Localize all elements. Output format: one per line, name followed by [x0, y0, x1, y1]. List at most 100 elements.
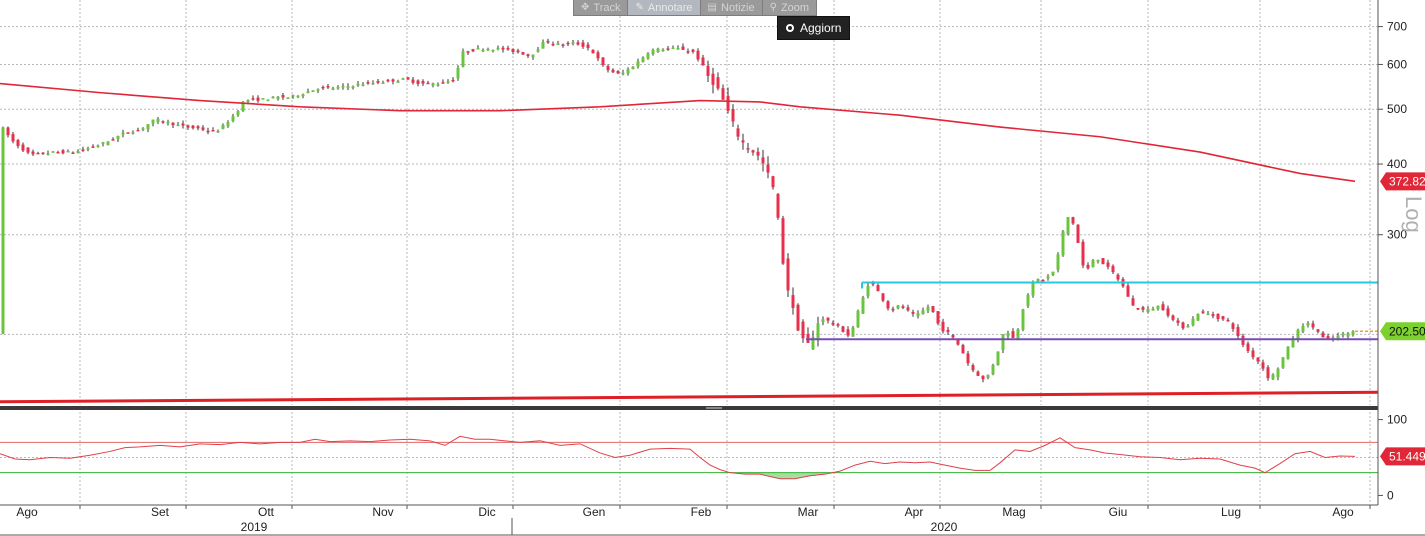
candle-body	[1276, 368, 1280, 378]
candle-body	[201, 127, 205, 130]
candle	[1301, 323, 1305, 334]
candle-body	[466, 51, 470, 53]
candle-body	[1061, 231, 1065, 256]
candle	[321, 85, 325, 91]
candle-body	[1056, 254, 1060, 270]
candle	[346, 83, 350, 91]
candle-body	[1221, 316, 1225, 320]
candle-body	[971, 365, 975, 371]
chart-toolbar: ✥ Track ✎ Annotare ▤ Notizie ⚲ Zoom	[573, 0, 818, 16]
candle-body	[561, 44, 565, 46]
candle	[401, 77, 405, 80]
candle	[331, 86, 335, 91]
candle	[1091, 258, 1095, 268]
candle	[501, 45, 505, 53]
candle-body	[696, 50, 700, 60]
candle-body	[296, 95, 300, 98]
candle	[391, 78, 395, 85]
toolbar-label: Track	[593, 1, 621, 14]
candle-body	[1116, 274, 1120, 280]
candle-body	[511, 48, 515, 52]
candle	[646, 52, 650, 60]
candle	[801, 319, 805, 343]
candle-body	[1251, 350, 1255, 358]
candle-body	[1026, 294, 1030, 307]
candle-body	[856, 310, 860, 328]
candle-body	[176, 124, 180, 127]
candle	[991, 363, 995, 376]
candle	[631, 66, 635, 70]
candle	[1346, 332, 1350, 340]
candle-body	[1131, 298, 1135, 306]
candle-body	[881, 293, 885, 301]
toolbar-track-button[interactable]: ✥ Track	[574, 0, 629, 15]
candle	[986, 374, 990, 380]
candle	[611, 68, 615, 74]
candle	[276, 96, 280, 101]
candle	[806, 327, 810, 343]
price-axis-label: 300	[1387, 228, 1407, 242]
candle-body	[266, 99, 270, 102]
candle	[661, 48, 665, 52]
price-axis-label: 500	[1387, 102, 1407, 116]
candle	[1056, 252, 1060, 273]
candle-body	[196, 126, 200, 129]
candle-body	[611, 69, 615, 73]
candle	[1261, 359, 1265, 371]
candle	[31, 149, 35, 156]
candle	[1021, 308, 1025, 332]
candle	[786, 253, 790, 298]
rsi-line	[0, 435, 1356, 480]
toolbar-notizie-button[interactable]: ▤ Notizie	[701, 0, 763, 15]
month-label: Nov	[372, 505, 393, 519]
toolbar-annotare-button[interactable]: ✎ Annotare	[628, 0, 701, 15]
candle	[581, 39, 585, 49]
candle-body	[1041, 279, 1045, 282]
candle-body	[416, 80, 420, 85]
candle	[61, 149, 65, 155]
month-label: Ago	[1332, 505, 1354, 519]
candle	[956, 339, 960, 346]
candle	[1201, 309, 1205, 315]
candle	[996, 351, 1000, 366]
candle	[286, 97, 290, 99]
candle	[621, 69, 625, 76]
candle-body	[936, 311, 940, 324]
candle-body	[656, 48, 660, 52]
candle-body	[546, 40, 550, 43]
candle	[491, 49, 495, 53]
candle-body	[461, 51, 465, 67]
candle-body	[151, 119, 155, 124]
candle-body	[1156, 305, 1160, 309]
candle	[1296, 328, 1300, 343]
candle	[1191, 316, 1195, 327]
candle	[826, 317, 830, 324]
candle	[1236, 324, 1240, 339]
toolbar-zoom-button[interactable]: ⚲ Zoom	[763, 0, 816, 15]
candle	[551, 41, 555, 47]
candle-body	[646, 53, 650, 59]
candle-body	[816, 323, 820, 341]
candle	[686, 48, 690, 54]
candle	[1016, 328, 1020, 341]
candle-body	[686, 51, 690, 53]
candle-body	[681, 46, 685, 50]
candle	[36, 151, 40, 155]
candle-body	[896, 305, 900, 309]
candle	[111, 137, 115, 141]
candle-body	[861, 297, 865, 314]
candle	[706, 60, 710, 82]
crosshair-icon: ✥	[581, 2, 590, 13]
candle-body	[556, 43, 560, 45]
price-axis: 300 400 500 600 700 0 100	[1378, 20, 1407, 502]
candle	[336, 84, 340, 90]
candle	[26, 147, 30, 155]
candle	[926, 304, 930, 314]
candle-body	[1081, 241, 1085, 266]
candle-body	[231, 116, 235, 122]
candle-body	[846, 329, 850, 336]
candle	[966, 350, 970, 366]
candle	[596, 50, 600, 62]
candle	[256, 95, 260, 103]
refresh-button[interactable]: Aggiorn	[777, 16, 851, 40]
